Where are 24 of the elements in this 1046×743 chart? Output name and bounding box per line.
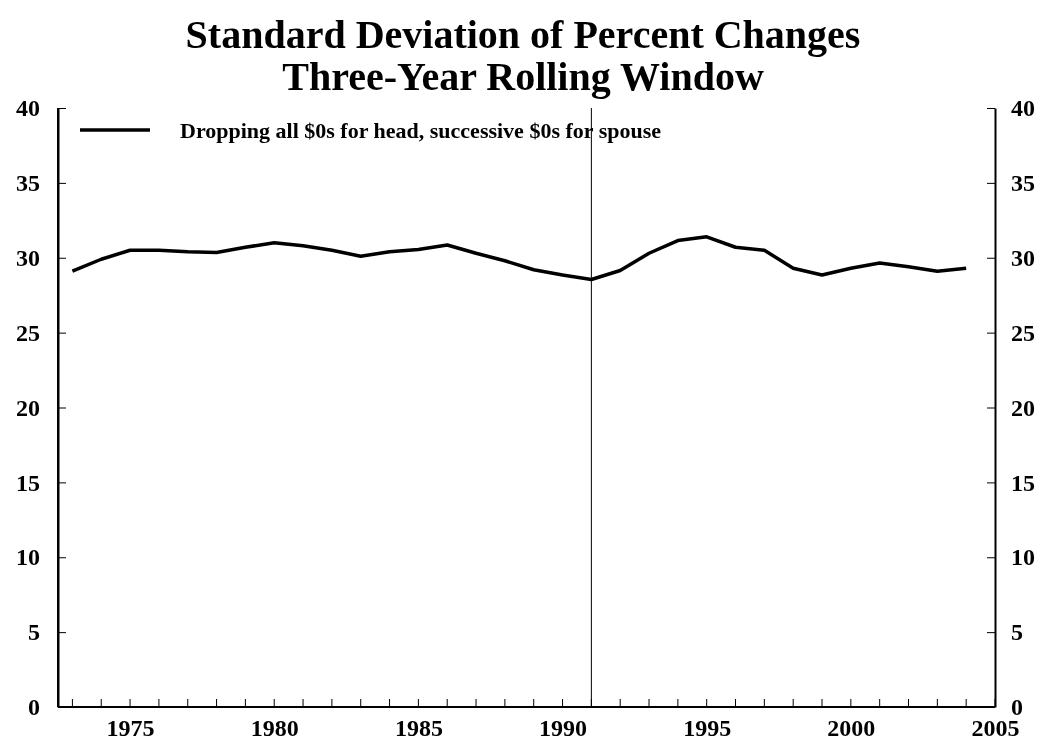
x-tick-label: 1995: [683, 715, 732, 742]
x-tick-label: 2000: [827, 715, 876, 742]
y-tick-label: 15: [16, 469, 40, 496]
y2-tick-label: 25: [1011, 319, 1035, 346]
y-tick-label: 40: [16, 95, 40, 122]
y-tick-label: 30: [16, 244, 40, 271]
x-tick-label: 1980: [250, 715, 299, 742]
y-tick-label: 0: [28, 694, 40, 721]
y2-tick-label: 30: [1011, 244, 1035, 271]
x-tick-label: 1990: [539, 715, 588, 742]
y-tick-label: 5: [28, 619, 40, 646]
x-tick-label: 1985: [394, 715, 443, 742]
y-tick-label: 25: [16, 319, 40, 346]
y2-tick-label: 35: [1011, 170, 1035, 197]
y-tick-label: 35: [16, 170, 40, 197]
y2-tick-label: 20: [1011, 394, 1035, 421]
y-tick-label: 10: [16, 544, 40, 571]
y-tick-label: 20: [16, 394, 40, 421]
y2-tick-label: 10: [1011, 544, 1035, 571]
x-tick-label: 1975: [106, 715, 155, 742]
chart-title: Standard Deviation of Percent Changes Three-Year Rolling Window: [185, 12, 861, 99]
y2-tick-label: 40: [1011, 95, 1035, 122]
y2-tick-label: 15: [1011, 469, 1035, 496]
y2-tick-label: 5: [1011, 619, 1023, 646]
